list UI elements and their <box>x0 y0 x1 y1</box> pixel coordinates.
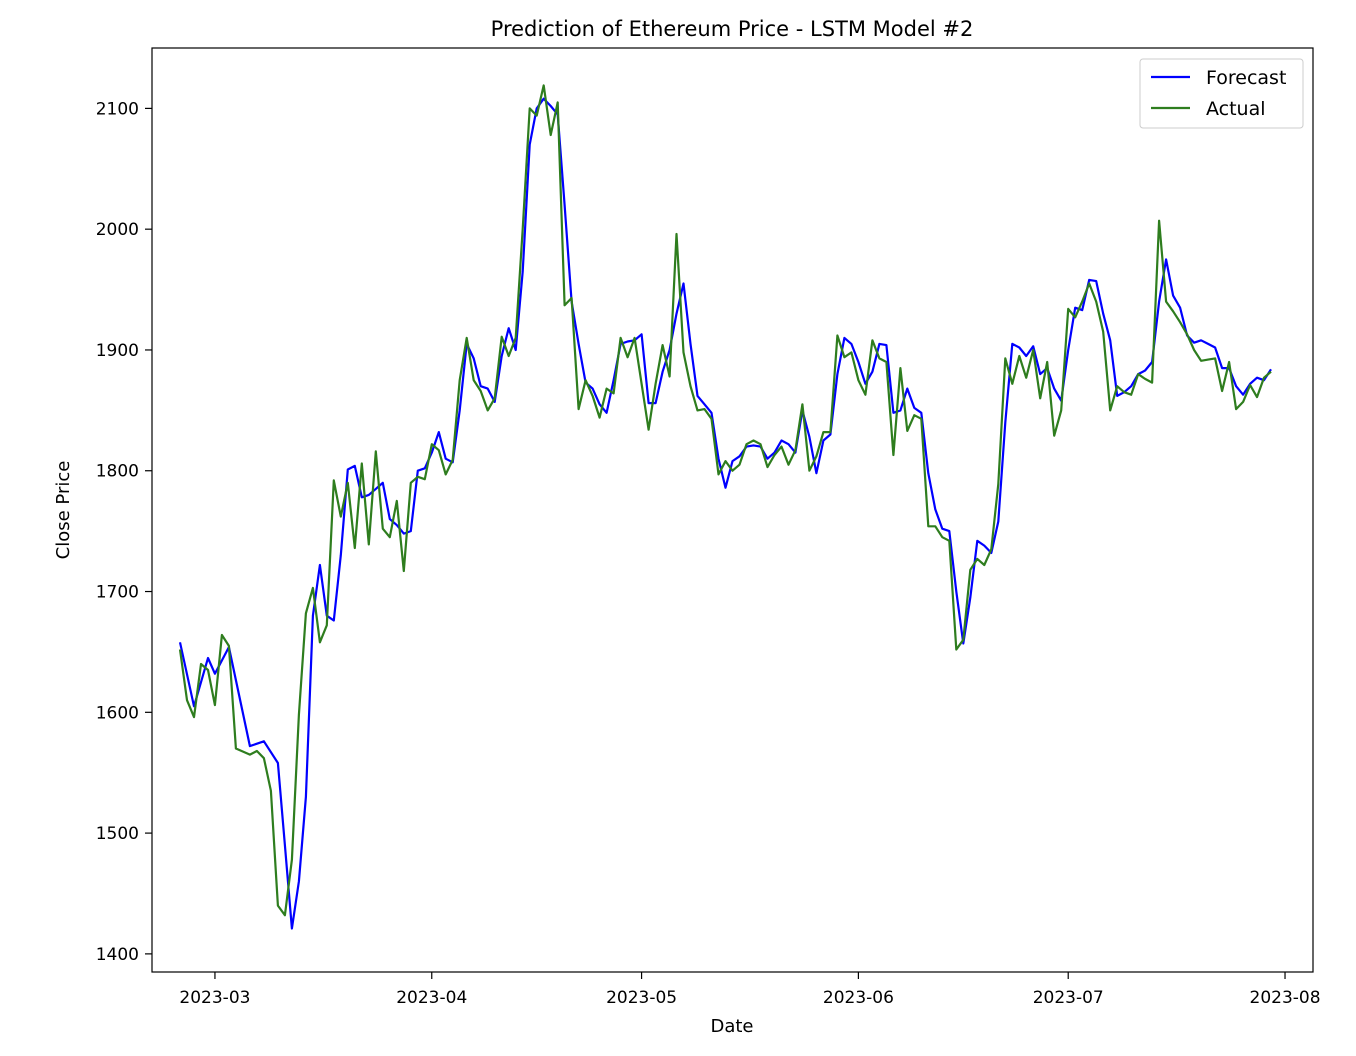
y-tick-label: 1500 <box>96 824 139 844</box>
y-tick-label: 2000 <box>96 220 139 240</box>
x-tick-label: 2023-03 <box>179 988 250 1008</box>
series-layer <box>178 84 1272 930</box>
series-line-forecast <box>178 97 1272 930</box>
x-tick-label: 2023-05 <box>606 988 677 1008</box>
y-axis-ticks: 1400 1500 1600 1700 1800 1900 2000 2100 <box>96 99 152 965</box>
y-tick-label: 1600 <box>96 703 139 723</box>
legend: Forecast Actual <box>1139 58 1304 129</box>
x-tick-label: 2023-06 <box>823 988 894 1008</box>
x-tick-label: 2023-08 <box>1250 988 1321 1008</box>
x-tick-label: 2023-07 <box>1033 988 1104 1008</box>
chart-title: Prediction of Ethereum Price - LSTM Mode… <box>491 17 974 41</box>
y-tick-label: 1700 <box>96 583 139 603</box>
x-axis-ticks: 2023-03 2023-04 2023-05 2023-06 2023-07 2023-… <box>179 972 1321 1008</box>
plot-frame <box>151 47 1314 973</box>
legend-label-actual: Actual <box>1206 98 1266 120</box>
series-line-actual <box>178 84 1272 917</box>
y-tick-label: 2100 <box>96 99 139 119</box>
y-axis-label: Close Price <box>53 461 74 560</box>
y-tick-label: 1400 <box>96 945 139 965</box>
y-tick-label: 1800 <box>96 462 139 482</box>
legend-label-forecast: Forecast <box>1206 67 1286 89</box>
x-tick-label: 2023-04 <box>396 988 467 1008</box>
y-tick-label: 1900 <box>96 341 139 361</box>
x-axis-label: Date <box>710 1016 753 1037</box>
